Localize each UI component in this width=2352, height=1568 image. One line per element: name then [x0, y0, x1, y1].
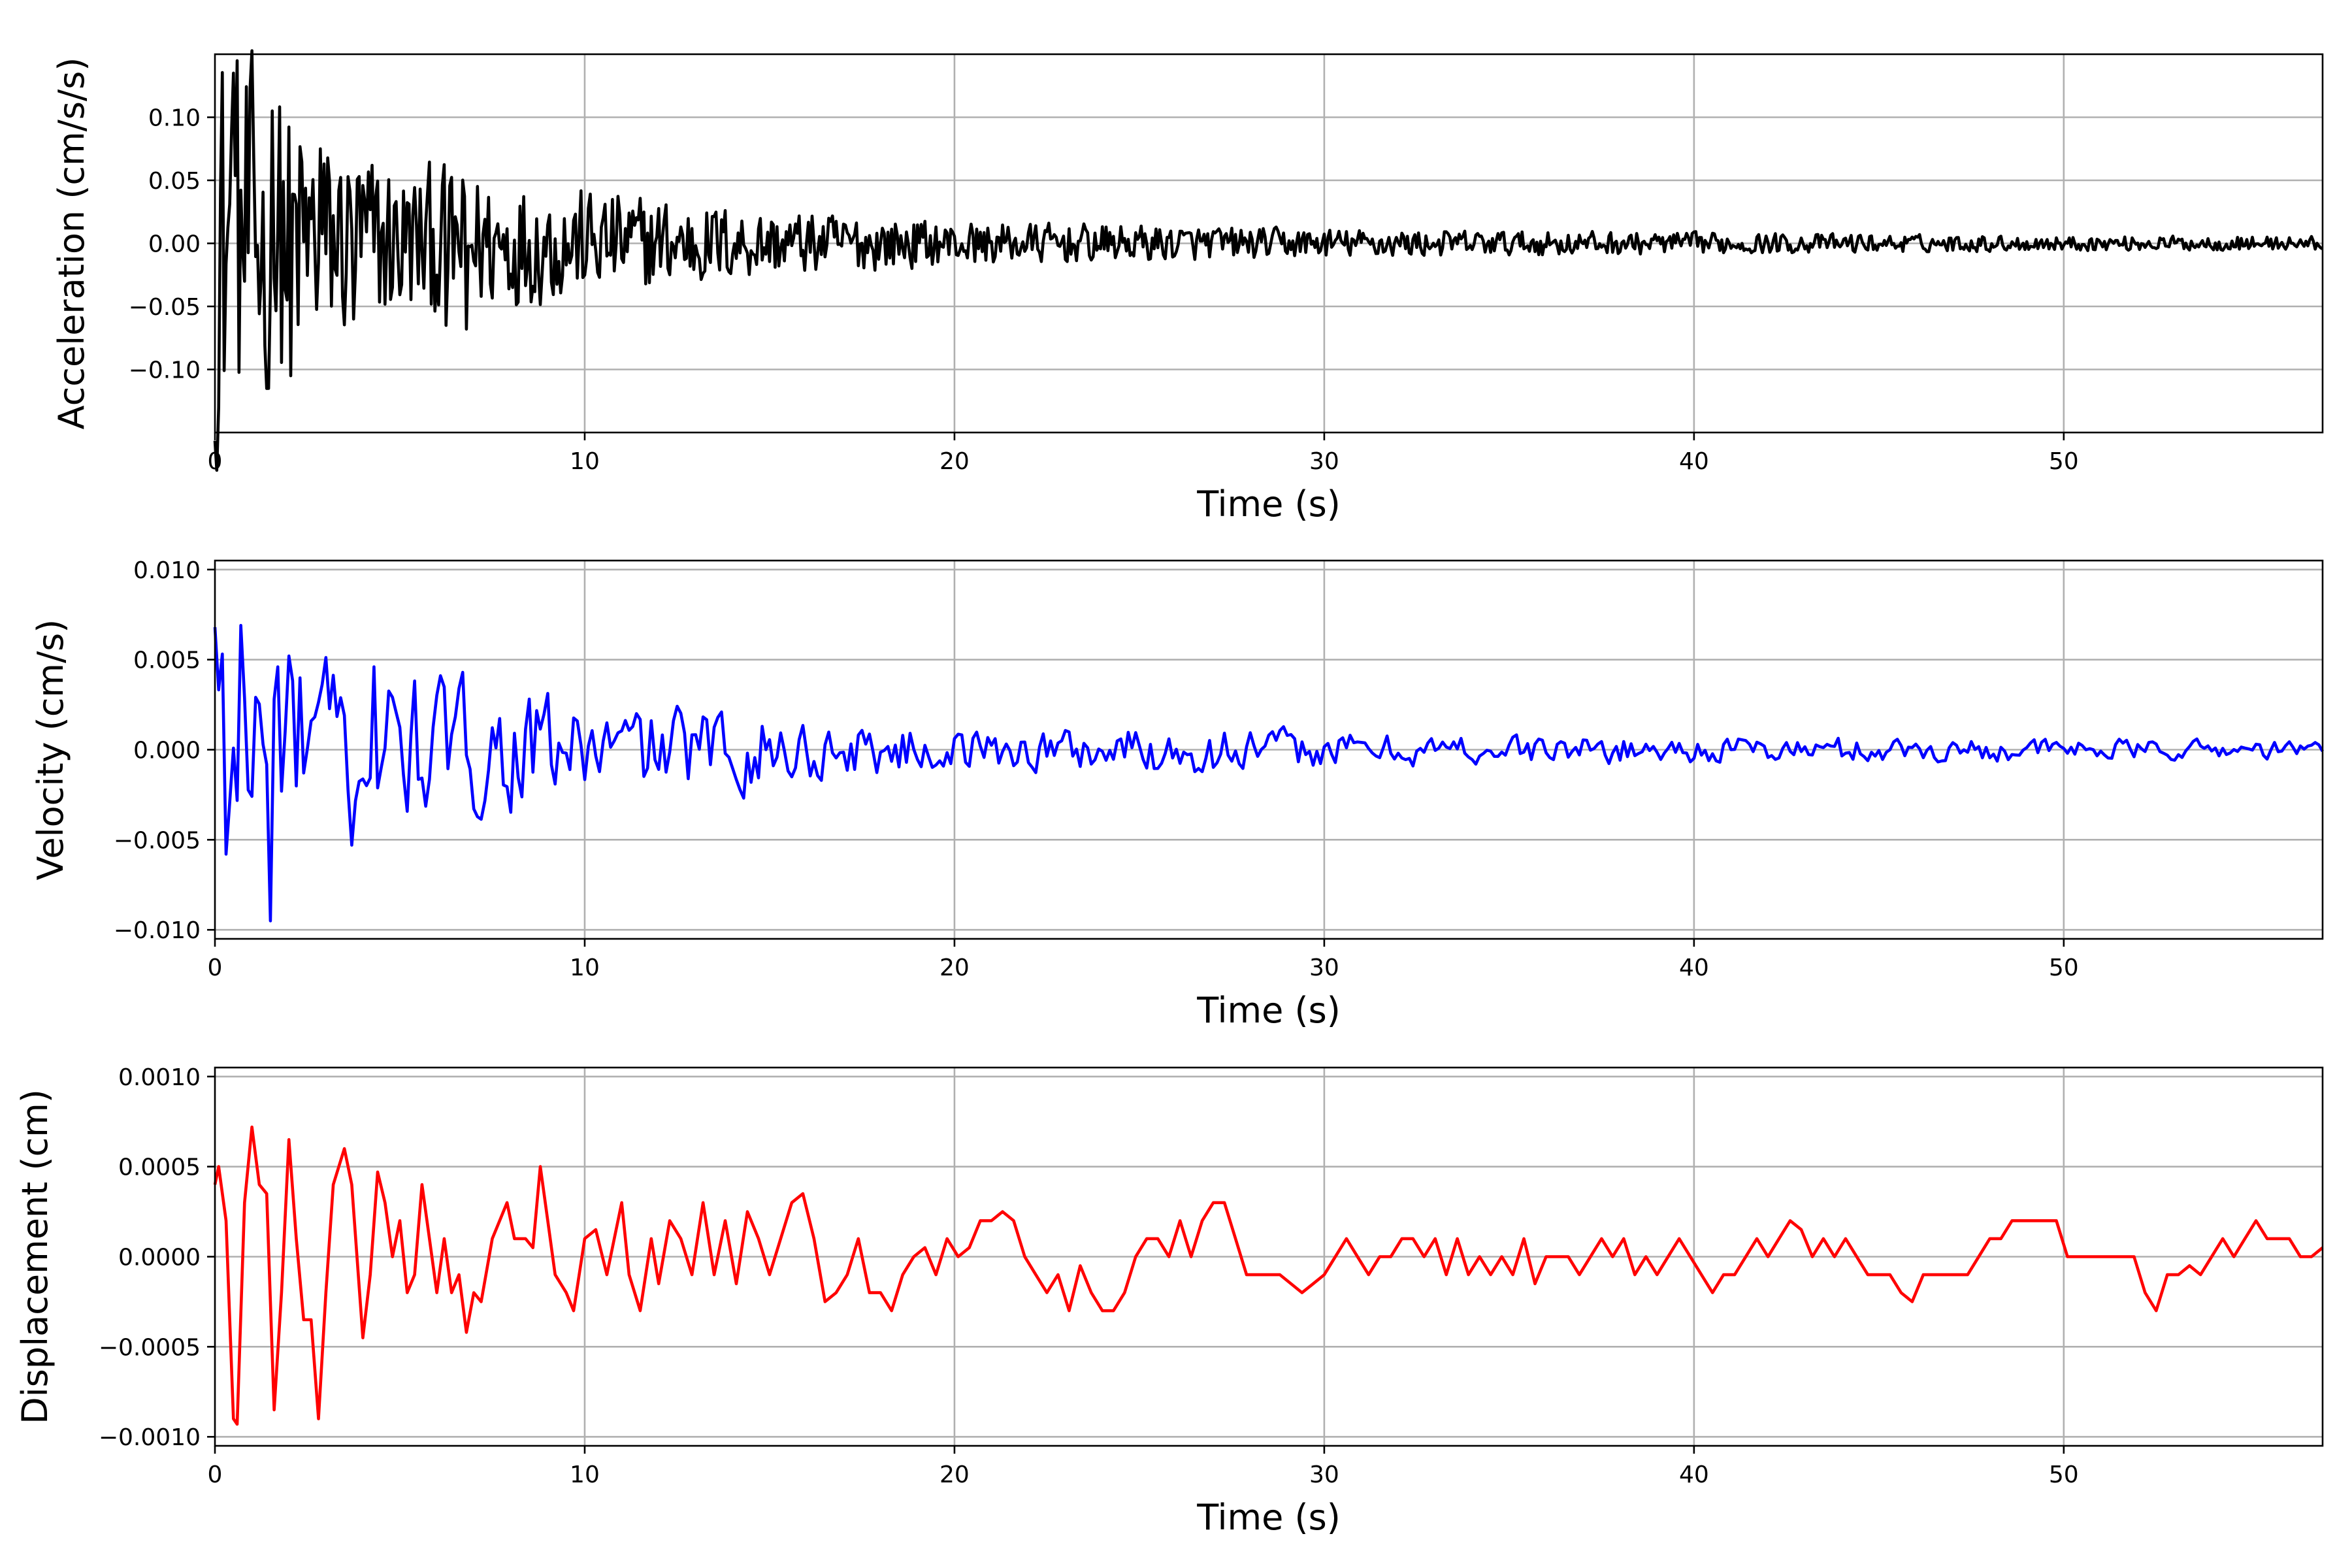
velocity-x-tick-label-4: 40 [1679, 955, 1709, 981]
acceleration-x-tick-label-3: 30 [1309, 448, 1339, 475]
velocity-y-tick-label-2: 0.000 [133, 738, 201, 764]
displacement-y-tick-label-2: 0.0000 [118, 1245, 201, 1271]
displacement-x-tick-label-0: 0 [208, 1462, 223, 1488]
velocity-y-tick-label-3: −0.005 [114, 827, 201, 854]
acceleration-x-axis-label: Time (s) [1196, 483, 1341, 525]
displacement-y-tick-label-0: 0.0010 [118, 1064, 201, 1091]
velocity-x-tick-label-3: 30 [1309, 955, 1339, 981]
displacement-y-tick-label-4: −0.0010 [99, 1424, 201, 1451]
displacement-x-tick-label-3: 30 [1309, 1462, 1339, 1488]
acceleration-x-tick-label-2: 20 [939, 448, 970, 475]
acceleration-x-tick-label-4: 40 [1679, 448, 1709, 475]
velocity-y-tick-label-0: 0.010 [133, 557, 201, 584]
velocity-x-tick-label-0: 0 [208, 955, 223, 981]
displacement-grid [215, 1068, 2323, 1446]
displacement-panel: 0 10 20 30 40 50 0.0010 0.0005 0.0000 −0.0005 −0.0… [14, 1064, 2324, 1538]
acceleration-ticks: 0 10 20 30 40 50 0.10 0.05 0.00 −0.05 −0.10 [129, 105, 2079, 476]
velocity-y-axis-label: Velocity (cm/s) [30, 619, 71, 881]
displacement-x-tick-label-2: 20 [939, 1462, 970, 1488]
acceleration-x-tick-label-5: 50 [2049, 448, 2079, 475]
acceleration-y-tick-label-3: −0.05 [129, 294, 201, 321]
displacement-series-line [213, 1125, 2324, 1426]
acceleration-y-tick-label-4: −0.10 [129, 357, 201, 384]
acceleration-series-line [213, 49, 2324, 472]
displacement-x-tick-label-5: 50 [2049, 1462, 2079, 1488]
acceleration-y-tick-label-2: 0.00 [148, 231, 201, 258]
velocity-y-tick-label-1: 0.005 [133, 647, 201, 674]
acceleration-x-tick-label-1: 10 [570, 448, 600, 475]
acceleration-y-axis-label: Acceleration (cm/s/s) [51, 57, 92, 430]
displacement-ticks: 0 10 20 30 40 50 0.0010 0.0005 0.0000 −0.0005 −0.0… [99, 1064, 2079, 1488]
displacement-y-tick-label-1: 0.0005 [118, 1154, 201, 1181]
displacement-x-tick-label-1: 10 [570, 1462, 600, 1488]
velocity-panel: 0 10 20 30 40 50 0.010 0.005 0.000 −0.005 −0.010 T… [30, 557, 2324, 1031]
velocity-x-axis-label: Time (s) [1196, 990, 1341, 1031]
velocity-x-tick-label-2: 20 [939, 955, 970, 981]
velocity-ticks: 0 10 20 30 40 50 0.010 0.005 0.000 −0.005 −0.010 [114, 557, 2079, 981]
velocity-grid [215, 561, 2323, 939]
displacement-y-tick-label-3: −0.0005 [99, 1334, 201, 1361]
displacement-y-axis-label: Displacement (cm) [14, 1089, 56, 1424]
velocity-x-tick-label-1: 10 [570, 955, 600, 981]
velocity-series-line [213, 624, 2324, 923]
acceleration-panel: 0 10 20 30 40 50 0.10 0.05 0.00 −0.05 −0.10 Time (… [51, 49, 2324, 525]
displacement-x-tick-label-4: 40 [1679, 1462, 1709, 1488]
displacement-x-axis-label: Time (s) [1196, 1497, 1341, 1538]
velocity-y-tick-label-4: −0.010 [114, 917, 201, 944]
acceleration-y-tick-label-0: 0.10 [148, 105, 201, 132]
acceleration-y-tick-label-1: 0.05 [148, 168, 201, 195]
acceleration-x-tick-label-0: 0 [208, 448, 223, 475]
velocity-x-tick-label-5: 50 [2049, 955, 2079, 981]
